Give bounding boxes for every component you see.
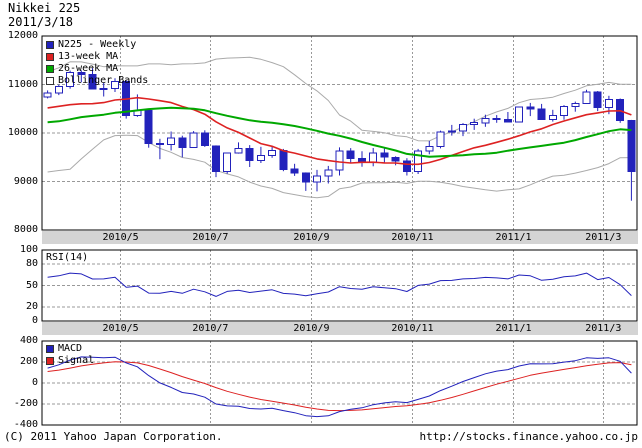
macd-y-tick-label: 400 — [19, 335, 38, 346]
x-axis-date-label: 2010/7 — [192, 323, 229, 334]
macd-panel-legend: MACD Signal — [46, 343, 94, 367]
x-axis-date-label: 2010/5 — [102, 232, 139, 243]
x-axis-date-label: 2010/11 — [391, 232, 434, 243]
legend-item: MACD — [46, 343, 94, 354]
rsi-y-tick-label: 0 — [31, 315, 38, 326]
legend-swatch-icon — [46, 344, 54, 353]
macd-y-tick-label: 0 — [31, 377, 38, 388]
legend-swatch-icon — [46, 356, 54, 365]
x-axis-date-label: 2010/7 — [192, 232, 229, 243]
chart-date: 2011/3/18 — [8, 15, 74, 29]
legend-swatch-icon — [46, 64, 54, 73]
legend-swatch-icon — [46, 52, 54, 61]
chart-title: Nikkei 225 — [8, 1, 81, 15]
rsi-y-tick-label: 100 — [19, 244, 38, 255]
price-series — [43, 56, 636, 201]
legend-item-label: 13-week MA — [58, 50, 119, 62]
main-chart-legend: N225 - Weekly 13-week MA 26-week MA Bolling… — [46, 39, 148, 87]
x-axis-date-label: 2011/3 — [585, 232, 622, 243]
footer: (C) 2011 Yahoo Japan Corporation. http:/… — [0, 430, 642, 443]
copyright-text: (C) 2011 Yahoo Japan Corporation. — [4, 430, 223, 443]
price-y-tick-label: 8000 — [13, 224, 38, 235]
legend-swatch-icon — [46, 76, 54, 85]
legend-item-label: Bollinger Bands — [58, 74, 149, 86]
x-axis-strip-lower: 2010/5 2010/7 2010/9 2010/11 2011/1 2011/3 — [42, 322, 638, 335]
legend-item-label: N225 - Weekly — [58, 38, 137, 50]
source-url: http://stocks.finance.yahoo.co.jp — [419, 430, 638, 443]
x-axis-date-label: 2011/1 — [495, 232, 532, 243]
legend-item-label: 26-week MA — [58, 62, 119, 74]
legend-item-label: Signal — [58, 354, 95, 366]
rsi-y-tick-label: 80 — [25, 258, 38, 270]
price-y-tick-label: 11000 — [7, 78, 38, 90]
macd-series — [47, 356, 632, 418]
rsi-y-tick-label: 50 — [25, 279, 38, 291]
rsi-series — [47, 272, 632, 297]
x-axis-date-label: 2011/3 — [585, 323, 622, 334]
price-y-tick-label: 10000 — [7, 127, 38, 138]
macd-y-tick-label: -200 — [13, 398, 38, 409]
macd-y-tick-label: -400 — [13, 419, 38, 430]
rsi-y-tick-label: 20 — [25, 300, 38, 312]
x-axis-date-label: 2011/1 — [495, 323, 532, 334]
x-axis-strip-upper: 2010/5 2010/7 2010/9 2010/11 2011/1 2011/3 — [42, 231, 638, 244]
legend-item: 26-week MA — [46, 63, 148, 74]
price-y-tick-label: 9000 — [13, 175, 38, 187]
legend-item: Signal — [46, 355, 94, 366]
legend-swatch-icon — [46, 40, 54, 49]
x-axis-date-label: 2010/5 — [102, 323, 139, 334]
macd-y-tick-label: 200 — [19, 356, 38, 367]
legend-item-label: MACD — [58, 342, 83, 354]
rsi-panel-label: RSI(14) — [46, 252, 89, 263]
price-y-tick-label: 12000 — [7, 30, 38, 41]
x-axis-date-label: 2010/9 — [293, 323, 330, 334]
x-axis-date-label: 2010/11 — [391, 323, 434, 334]
legend-item: Bollinger Bands — [46, 75, 148, 86]
legend-item: 13-week MA — [46, 51, 148, 62]
x-axis-date-label: 2010/9 — [293, 232, 330, 243]
legend-item: N225 - Weekly — [46, 39, 148, 50]
